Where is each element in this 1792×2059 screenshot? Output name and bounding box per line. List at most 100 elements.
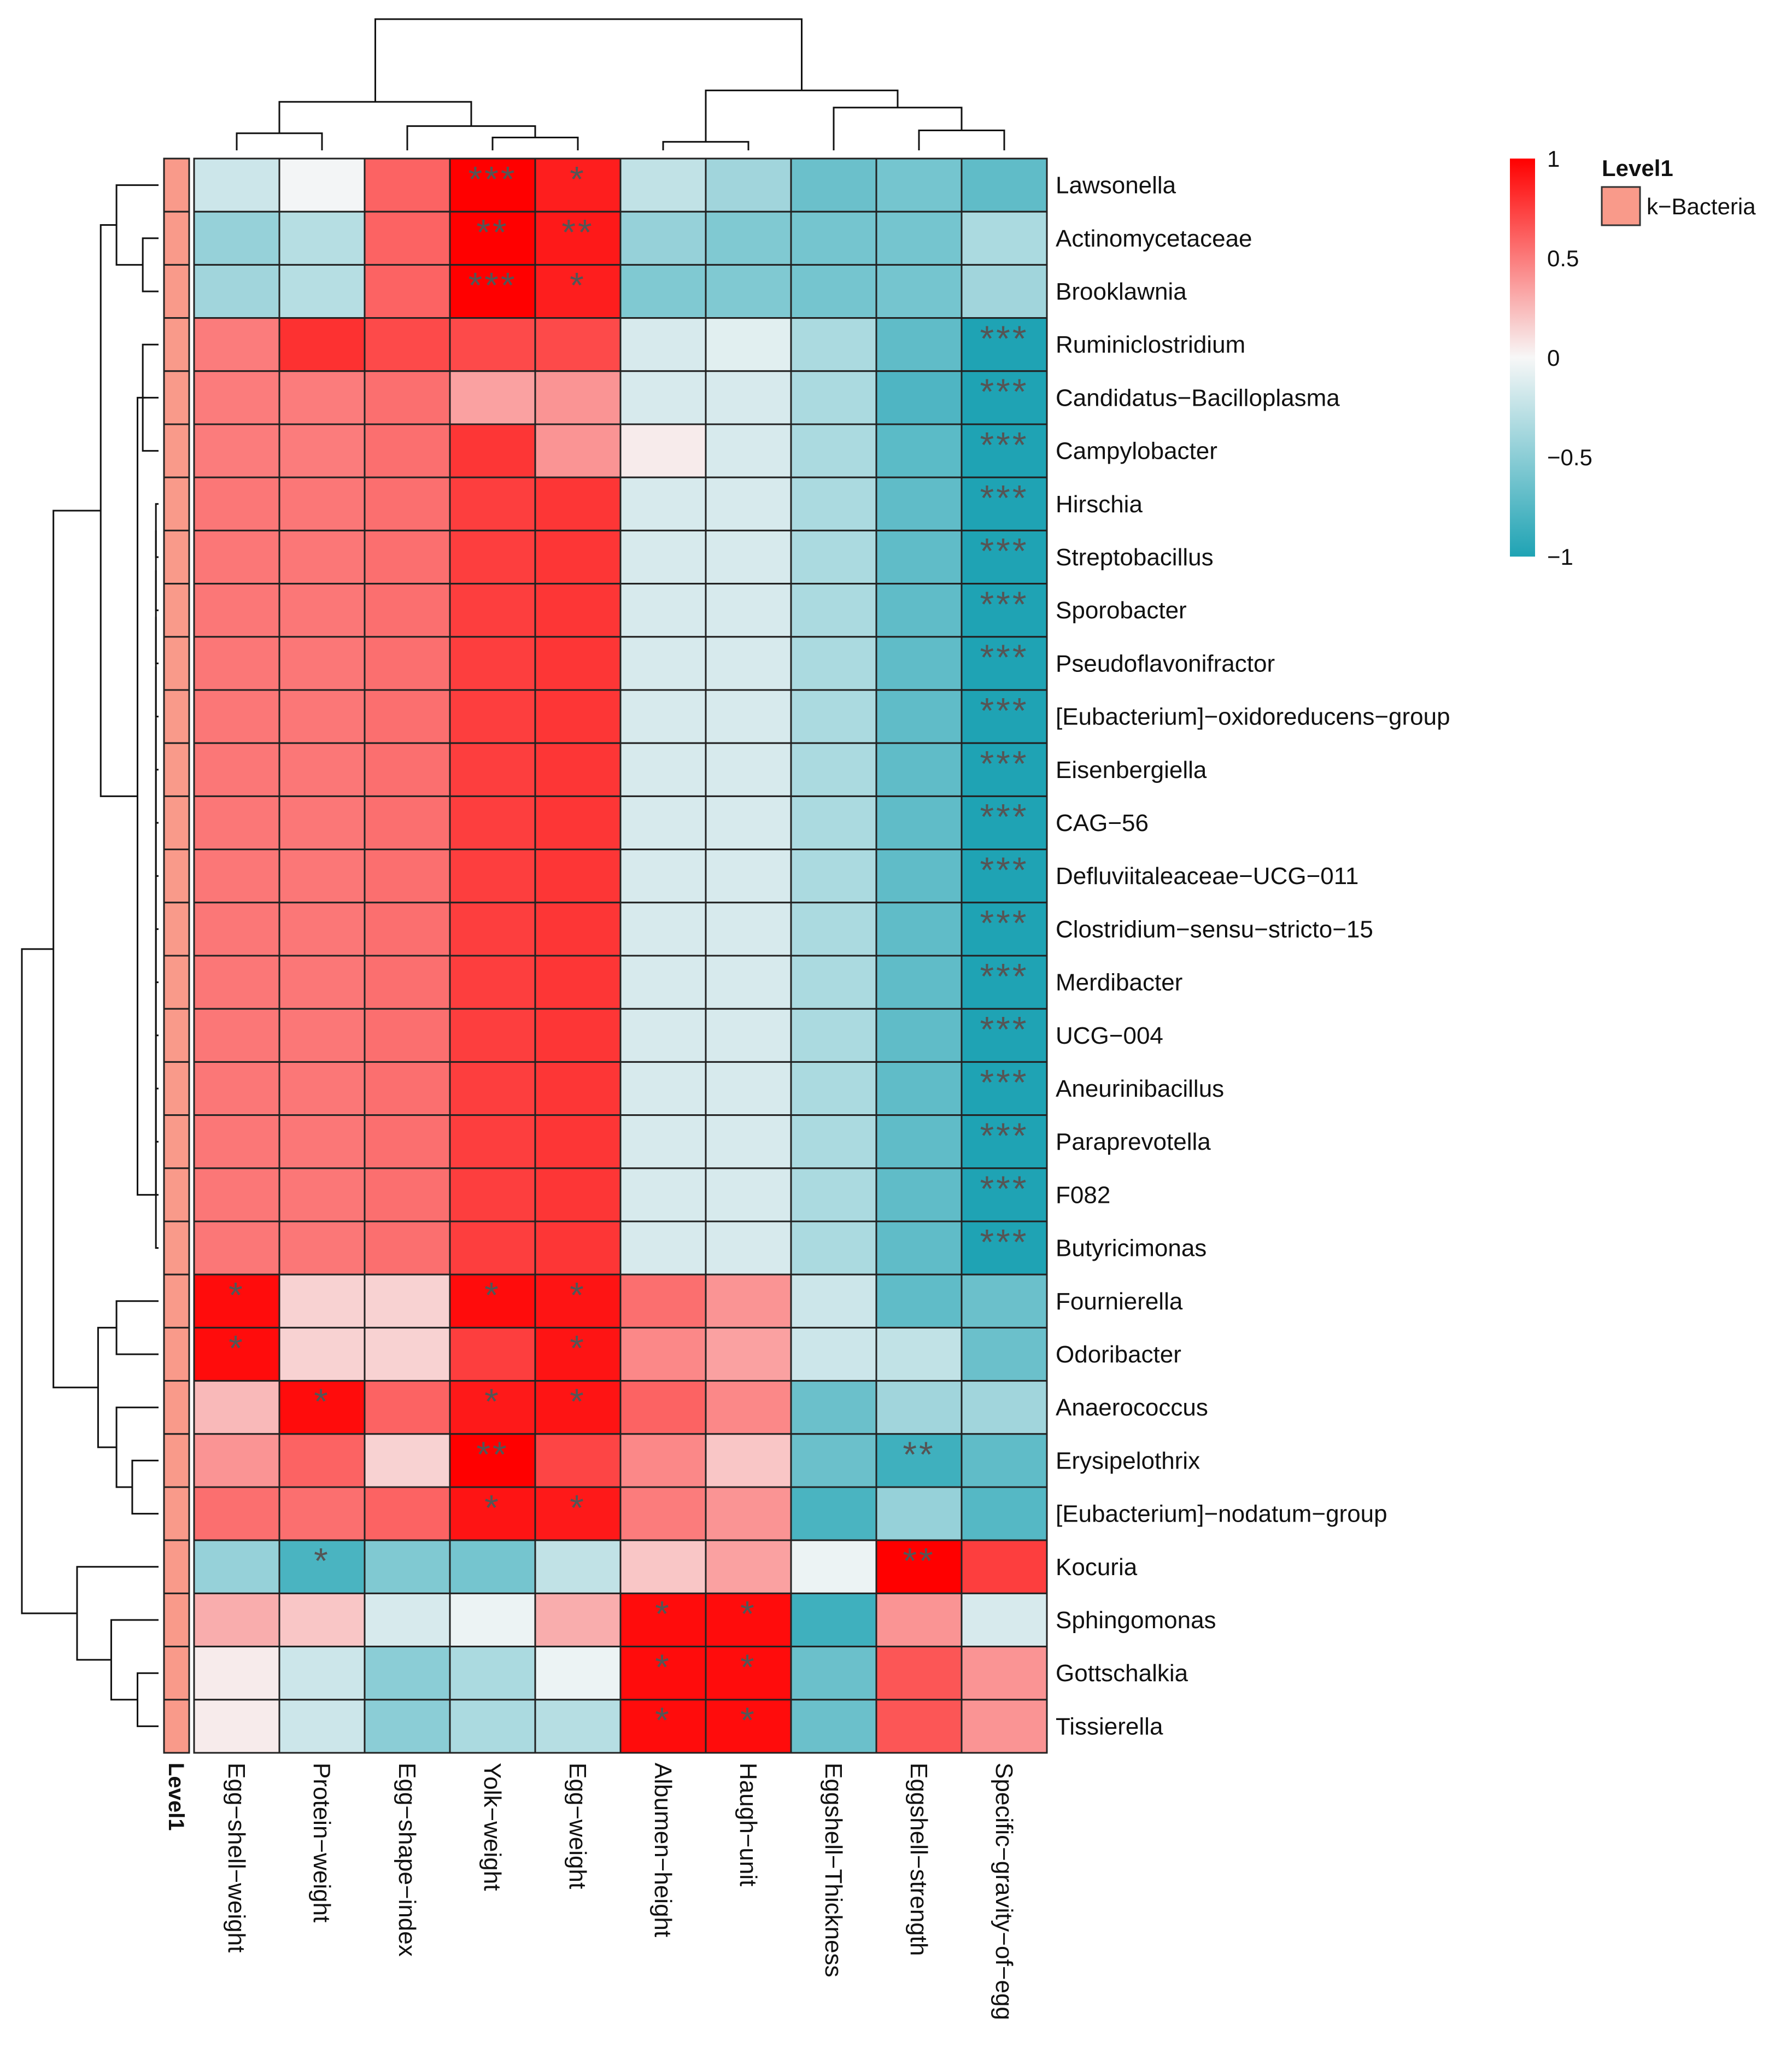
color-scale-tick-label: −1 <box>1547 544 1573 570</box>
row-label: Candidatus−Bacilloplasma <box>1056 384 1340 411</box>
heatmap-cell <box>278 476 366 531</box>
annotation-cell <box>163 795 190 851</box>
heatmap-cell <box>449 370 536 425</box>
dendrogram-branch <box>97 1326 117 1448</box>
heatmap-cell <box>364 264 451 319</box>
dendrogram-branch <box>115 1406 159 1488</box>
heatmap-cell <box>790 476 877 531</box>
significance-star: * <box>570 1381 586 1422</box>
heatmap-cell <box>875 1061 963 1116</box>
heatmap-cell <box>278 1592 366 1648</box>
heatmap-cell <box>534 636 622 691</box>
heatmap-cell <box>790 902 877 957</box>
significance-star: *** <box>980 1168 1028 1209</box>
heatmap-cell <box>278 1699 366 1754</box>
heatmap-cell <box>278 529 366 585</box>
row-dendrogram <box>21 184 159 1727</box>
heatmap-cell <box>449 476 536 531</box>
heatmap-cell <box>449 1699 536 1754</box>
heatmap-cell <box>278 264 366 319</box>
significance-star: * <box>484 1381 501 1422</box>
annotation-cell <box>163 1008 190 1063</box>
column-label: Egg−shell−weight <box>223 1763 250 1952</box>
heatmap-cell <box>961 742 1048 797</box>
significance-star: * <box>229 1274 245 1315</box>
heatmap-cell <box>364 1699 451 1754</box>
annotation-cell <box>163 1326 190 1382</box>
heatmap-cell <box>619 1061 707 1116</box>
dendrogram-branch <box>137 1672 159 1727</box>
heatmap-cell <box>619 210 707 266</box>
annotation-cell <box>163 210 190 266</box>
heatmap-cell <box>619 264 707 319</box>
heatmap-cell <box>619 423 707 478</box>
heatmap-cell <box>449 689 536 744</box>
heatmap-cell <box>705 795 792 851</box>
heatmap-cell <box>449 955 536 1010</box>
heatmap-cell <box>961 1326 1048 1382</box>
heatmap-cell <box>278 370 366 425</box>
dendrogram-branch <box>374 18 803 102</box>
heatmap-cell <box>193 1061 280 1116</box>
heatmap-cell <box>278 795 366 851</box>
heatmap-cell <box>193 689 280 744</box>
heatmap-cell <box>705 157 792 213</box>
heatmap-cell <box>534 1539 622 1594</box>
heatmap-cell <box>705 955 792 1010</box>
heatmap-cell <box>534 583 622 638</box>
heatmap-cell <box>875 1167 963 1222</box>
heatmap-cell <box>961 1167 1048 1222</box>
heatmap-cell <box>790 1326 877 1382</box>
heatmap-cell <box>705 849 792 904</box>
heatmap-cells <box>193 157 1048 1754</box>
significance-star: *** <box>980 584 1028 624</box>
row-label: Butyricimonas <box>1056 1235 1207 1262</box>
heatmap-cell <box>790 1167 877 1222</box>
significance-star: *** <box>980 531 1028 571</box>
heatmap-cell <box>193 264 280 319</box>
heatmap-cell <box>875 742 963 797</box>
heatmap-cell <box>875 902 963 957</box>
heatmap-cell <box>364 1273 451 1329</box>
row-label: UCG−004 <box>1056 1022 1163 1049</box>
heatmap-cell <box>705 1326 792 1382</box>
column-dendrogram <box>236 18 1005 150</box>
heatmap-cell <box>449 317 536 372</box>
annotation-cell <box>163 849 190 904</box>
heatmap-cell <box>278 1167 366 1222</box>
heatmap-cell <box>619 1273 707 1329</box>
heatmap-cell <box>875 476 963 531</box>
row-label: Hirschia <box>1056 491 1143 518</box>
heatmap-cell <box>875 1486 963 1541</box>
heatmap-cell <box>705 210 792 266</box>
heatmap-cell <box>705 689 792 744</box>
significance-star: * <box>570 265 586 306</box>
heatmap-cell <box>875 636 963 691</box>
column-label: Haugh−unit <box>735 1763 762 1886</box>
heatmap-cell <box>875 689 963 744</box>
heatmap-cell <box>193 636 280 691</box>
heatmap-cell <box>449 1061 536 1116</box>
heatmap-cell <box>278 1008 366 1063</box>
annotation-cell <box>163 1699 190 1754</box>
annotation-cell <box>163 370 190 425</box>
heatmap-cell <box>875 317 963 372</box>
row-label: Gottschalkia <box>1056 1660 1188 1687</box>
heatmap-cell <box>961 157 1048 213</box>
heatmap-cell <box>193 1646 280 1701</box>
significance-star: *** <box>980 477 1028 518</box>
heatmap-cell <box>875 1326 963 1382</box>
heatmap-cell <box>790 1646 877 1701</box>
heatmap-cell <box>875 1592 963 1648</box>
heatmap-cell <box>449 1380 536 1435</box>
heatmap-cell <box>364 902 451 957</box>
column-label: Protein−weight <box>308 1763 335 1922</box>
annotation-cell <box>163 264 190 319</box>
heatmap-cell <box>534 902 622 957</box>
annotation-cell <box>163 317 190 372</box>
heatmap-cell <box>875 1008 963 1063</box>
heatmap-cell <box>875 583 963 638</box>
heatmap-cell <box>961 1699 1048 1754</box>
significance-star: ** <box>561 212 594 252</box>
heatmap-cell <box>193 795 280 851</box>
